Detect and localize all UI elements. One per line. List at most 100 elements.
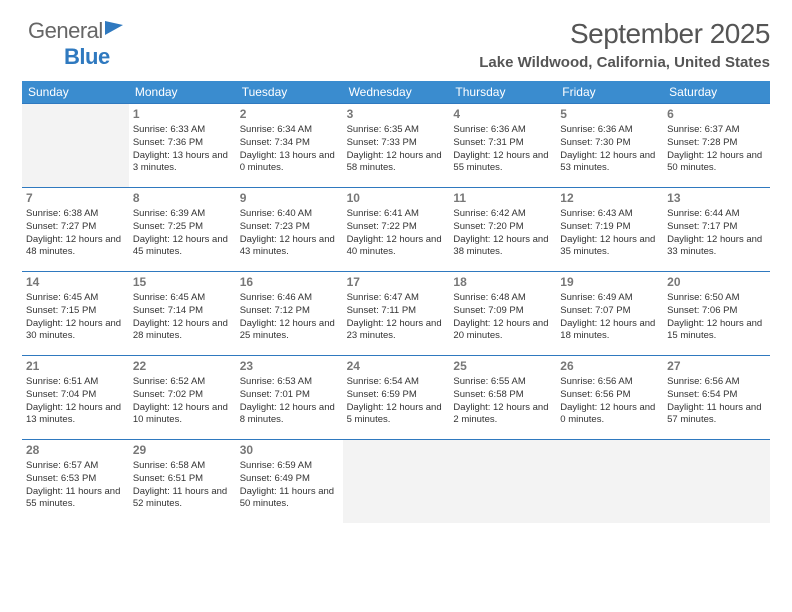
day-number: 4 [453, 107, 552, 121]
weekday-header: Thursday [449, 81, 556, 103]
day-number: 7 [26, 191, 125, 205]
day-sunset: Sunset: 7:28 PM [667, 137, 766, 150]
day-daylight: Daylight: 12 hours and 50 minutes. [667, 150, 766, 176]
day-sunrise: Sunrise: 6:43 AM [560, 208, 659, 221]
day-sunset: Sunset: 7:15 PM [26, 305, 125, 318]
day-number: 18 [453, 275, 552, 289]
day-sunrise: Sunrise: 6:37 AM [667, 124, 766, 137]
calendar-cell-empty [449, 439, 556, 523]
day-daylight: Daylight: 12 hours and 40 minutes. [347, 234, 446, 260]
day-daylight: Daylight: 12 hours and 55 minutes. [453, 150, 552, 176]
calendar-cell: 26 Sunrise: 6:56 AMSunset: 6:56 PMDayligh… [556, 355, 663, 439]
day-sunrise: Sunrise: 6:44 AM [667, 208, 766, 221]
day-number: 14 [26, 275, 125, 289]
day-sunrise: Sunrise: 6:39 AM [133, 208, 232, 221]
day-daylight: Daylight: 12 hours and 53 minutes. [560, 150, 659, 176]
day-sunrise: Sunrise: 6:52 AM [133, 376, 232, 389]
day-sunrise: Sunrise: 6:56 AM [560, 376, 659, 389]
calendar-cell: 9Sunrise: 6:40 AMSunset: 7:23 PMDaylight… [236, 187, 343, 271]
calendar-cell: 3Sunrise: 6:35 AMSunset: 7:33 PMDaylight… [343, 103, 450, 187]
calendar-cell-empty [22, 103, 129, 187]
calendar-cell: 12Sunrise: 6:43 AMSunset: 7:19 PMDayligh… [556, 187, 663, 271]
calendar-cell: 17Sunrise: 6:47 AMSunset: 7:11 PMDayligh… [343, 271, 450, 355]
day-number: 12 [560, 191, 659, 205]
day-sunset: Sunset: 7:04 PM [26, 389, 125, 402]
calendar-cell: 10Sunrise: 6:41 AMSunset: 7:22 PMDayligh… [343, 187, 450, 271]
day-sunset: Sunset: 6:56 PM [560, 389, 659, 402]
day-daylight: Daylight: 12 hours and 18 minutes. [560, 318, 659, 344]
day-number: 24 [347, 359, 446, 373]
day-sunrise: Sunrise: 6:36 AM [453, 124, 552, 137]
calendar-cell: 2 Sunrise: 6:34 AMSunset: 7:34 PMDaylight… [236, 103, 343, 187]
day-sunset: Sunset: 7:06 PM [667, 305, 766, 318]
day-daylight: Daylight: 12 hours and 0 minutes. [560, 402, 659, 428]
day-number: 15 [133, 275, 232, 289]
day-sunset: Sunset: 7:20 PM [453, 221, 552, 234]
calendar-cell: 21Sunrise: 6:51 AMSunset: 7:04 PMDayligh… [22, 355, 129, 439]
day-sunrise: Sunrise: 6:54 AM [347, 376, 446, 389]
day-number: 23 [240, 359, 339, 373]
day-sunset: Sunset: 7:02 PM [133, 389, 232, 402]
day-sunset: Sunset: 7:36 PM [133, 137, 232, 150]
weekday-header: Monday [129, 81, 236, 103]
logo-text-2: Blue [64, 44, 110, 69]
day-sunrise: Sunrise: 6:47 AM [347, 292, 446, 305]
day-sunset: Sunset: 7:25 PM [133, 221, 232, 234]
calendar-cell: 13Sunrise: 6:44 AMSunset: 7:17 PMDayligh… [663, 187, 770, 271]
day-number: 1 [133, 107, 232, 121]
logo-text-1: General [28, 18, 103, 43]
day-number: 22 [133, 359, 232, 373]
weekday-header: Friday [556, 81, 663, 103]
day-sunrise: Sunrise: 6:50 AM [667, 292, 766, 305]
day-number: 10 [347, 191, 446, 205]
weekday-header: Saturday [663, 81, 770, 103]
day-sunset: Sunset: 7:34 PM [240, 137, 339, 150]
day-sunset: Sunset: 7:19 PM [560, 221, 659, 234]
calendar-cell: 24Sunrise: 6:54 AMSunset: 6:59 PMDayligh… [343, 355, 450, 439]
day-daylight: Daylight: 11 hours and 57 minutes. [667, 402, 766, 428]
day-number: 20 [667, 275, 766, 289]
day-daylight: Daylight: 12 hours and 10 minutes. [133, 402, 232, 428]
day-daylight: Daylight: 12 hours and 28 minutes. [133, 318, 232, 344]
day-number: 2 [240, 107, 339, 121]
calendar-cell: 18Sunrise: 6:48 AMSunset: 7:09 PMDayligh… [449, 271, 556, 355]
day-sunrise: Sunrise: 6:34 AM [240, 124, 339, 137]
day-daylight: Daylight: 11 hours and 55 minutes. [26, 486, 125, 512]
day-daylight: Daylight: 13 hours and 3 minutes. [133, 150, 232, 176]
day-sunset: Sunset: 7:23 PM [240, 221, 339, 234]
day-sunset: Sunset: 6:53 PM [26, 473, 125, 486]
day-daylight: Daylight: 12 hours and 20 minutes. [453, 318, 552, 344]
day-sunset: Sunset: 7:22 PM [347, 221, 446, 234]
day-daylight: Daylight: 12 hours and 58 minutes. [347, 150, 446, 176]
day-number: 26 [560, 359, 659, 373]
calendar-cell: 20Sunrise: 6:50 AMSunset: 7:06 PMDayligh… [663, 271, 770, 355]
day-sunset: Sunset: 6:49 PM [240, 473, 339, 486]
day-sunrise: Sunrise: 6:33 AM [133, 124, 232, 137]
calendar-cell: 8Sunrise: 6:39 AMSunset: 7:25 PMDaylight… [129, 187, 236, 271]
calendar-cell: 4Sunrise: 6:36 AMSunset: 7:31 PMDaylight… [449, 103, 556, 187]
day-sunset: Sunset: 6:51 PM [133, 473, 232, 486]
day-daylight: Daylight: 12 hours and 33 minutes. [667, 234, 766, 260]
day-sunset: Sunset: 7:11 PM [347, 305, 446, 318]
day-daylight: Daylight: 13 hours and 0 minutes. [240, 150, 339, 176]
day-number: 21 [26, 359, 125, 373]
calendar-cell: 30Sunrise: 6:59 AMSunset: 6:49 PMDayligh… [236, 439, 343, 523]
page-subtitle: Lake Wildwood, California, United States [22, 54, 770, 71]
day-sunrise: Sunrise: 6:56 AM [667, 376, 766, 389]
day-sunset: Sunset: 7:27 PM [26, 221, 125, 234]
day-daylight: Daylight: 12 hours and 48 minutes. [26, 234, 125, 260]
day-daylight: Daylight: 11 hours and 52 minutes. [133, 486, 232, 512]
day-number: 17 [347, 275, 446, 289]
calendar-cell: 11Sunrise: 6:42 AMSunset: 7:20 PMDayligh… [449, 187, 556, 271]
day-daylight: Daylight: 12 hours and 13 minutes. [26, 402, 125, 428]
day-daylight: Daylight: 12 hours and 38 minutes. [453, 234, 552, 260]
calendar-cell: 15Sunrise: 6:45 AMSunset: 7:14 PMDayligh… [129, 271, 236, 355]
day-number: 8 [133, 191, 232, 205]
calendar-cell: 14Sunrise: 6:45 AMSunset: 7:15 PMDayligh… [22, 271, 129, 355]
day-number: 25 [453, 359, 552, 373]
calendar-cell-empty [343, 439, 450, 523]
day-number: 29 [133, 443, 232, 457]
day-number: 6 [667, 107, 766, 121]
day-sunset: Sunset: 6:58 PM [453, 389, 552, 402]
day-daylight: Daylight: 12 hours and 43 minutes. [240, 234, 339, 260]
